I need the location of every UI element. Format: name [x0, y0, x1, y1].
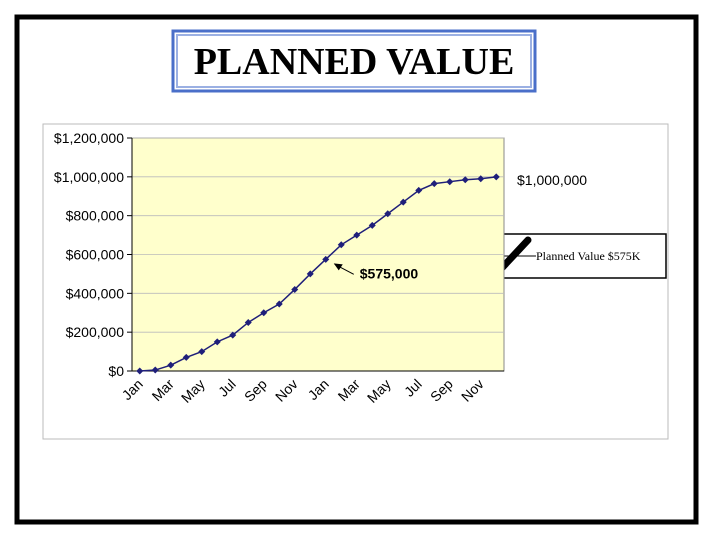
data-point [136, 367, 144, 375]
data-point [322, 255, 330, 263]
data-point [260, 309, 268, 317]
data-point [229, 331, 237, 339]
data-point [337, 241, 345, 249]
data-point [461, 176, 469, 184]
title-box-inner [176, 34, 532, 88]
annotation: $575,000 [360, 265, 419, 281]
y-tick-label: $1,200,000 [54, 130, 124, 146]
y-tick-label: $200,000 [66, 324, 125, 340]
y-tick-label: $1,000,000 [54, 169, 124, 185]
data-point [213, 338, 221, 346]
data-point [291, 285, 299, 293]
data-point [167, 361, 175, 369]
y-tick-label: $0 [108, 363, 124, 379]
annotation: $1,000,000 [517, 172, 587, 188]
y-tick-label: $400,000 [66, 285, 125, 301]
data-point [306, 270, 314, 278]
data-point [275, 300, 283, 308]
chart-title: PLANNED VALUE [194, 41, 515, 83]
data-point [384, 210, 392, 218]
y-tick-label: $800,000 [66, 208, 125, 224]
data-point [477, 175, 485, 183]
data-point [430, 180, 438, 188]
data-point [198, 348, 206, 356]
data-point [368, 221, 376, 229]
data-point [415, 186, 423, 194]
data-point [492, 173, 500, 181]
data-point [446, 178, 454, 186]
data-point [399, 198, 407, 206]
data-point [151, 366, 159, 374]
legend-marker [496, 236, 532, 274]
y-tick-label: $600,000 [66, 247, 125, 263]
annotation-arrowhead [333, 263, 343, 271]
data-point [244, 318, 252, 326]
title-box [171, 29, 537, 93]
data-point [353, 231, 361, 239]
legend-label: Planned Value $575K [536, 249, 641, 263]
data-point [182, 353, 190, 361]
